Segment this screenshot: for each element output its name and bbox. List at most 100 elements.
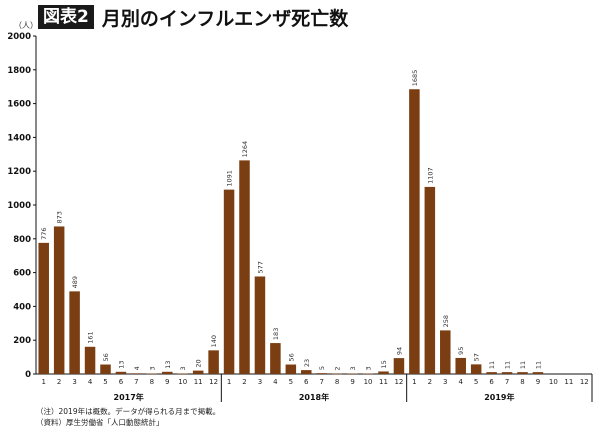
data-label: 4 <box>133 366 141 370</box>
y-tick-label: 1000 <box>7 201 31 211</box>
year-label: 2017年 <box>114 392 144 402</box>
data-label: 2 <box>334 367 342 371</box>
y-unit-label: （人） <box>14 21 38 30</box>
month-label: 11 <box>379 378 388 386</box>
note-line: （注）2019年は概数。データが得られる月まで掲載。 <box>36 407 221 416</box>
data-label: 161 <box>87 331 95 343</box>
chart-header: 図表2 月別のインフルエンザ死亡数 <box>38 4 348 30</box>
bar <box>470 364 482 374</box>
y-tick-label: 0 <box>25 370 31 380</box>
month-label: 7 <box>134 378 138 386</box>
bar <box>285 364 297 374</box>
data-label: 776 <box>40 227 48 239</box>
month-label: 3 <box>72 378 76 386</box>
month-label: 4 <box>88 378 93 386</box>
month-label: 10 <box>549 378 558 386</box>
bar <box>331 373 343 375</box>
bar <box>517 372 528 374</box>
y-tick-label: 800 <box>13 235 31 245</box>
data-label: 3 <box>349 366 357 370</box>
month-label: 9 <box>350 378 354 386</box>
bar <box>440 330 451 374</box>
month-label: 5 <box>103 378 107 386</box>
data-label: 5 <box>318 366 326 370</box>
y-tick-label: 1800 <box>7 66 31 76</box>
bar <box>486 372 497 374</box>
month-label: 11 <box>564 378 573 386</box>
data-label: 183 <box>272 328 280 340</box>
data-label: 3 <box>148 366 156 370</box>
y-tick-label: 600 <box>13 269 31 279</box>
bar <box>393 358 405 374</box>
month-label: 6 <box>119 378 124 386</box>
month-label: 1 <box>227 378 231 386</box>
y-tick-label: 200 <box>13 336 31 346</box>
month-label: 2 <box>57 378 61 386</box>
bar <box>501 372 513 374</box>
data-label: 56 <box>102 353 110 361</box>
data-label: 1091 <box>226 170 234 187</box>
data-label: 56 <box>287 353 295 361</box>
month-label: 12 <box>394 378 403 386</box>
data-label: 11 <box>534 361 542 369</box>
bar <box>38 242 49 374</box>
month-label: 8 <box>520 378 524 386</box>
bar <box>301 370 312 374</box>
bar <box>84 346 96 374</box>
data-label: 15 <box>380 360 388 368</box>
month-label: 11 <box>194 378 203 386</box>
month-label: 12 <box>209 378 218 386</box>
month-label: 12 <box>580 378 589 386</box>
month-label: 5 <box>289 378 293 386</box>
bar <box>69 291 80 374</box>
chart-notes: （注）2019年は概数。データが得られる月まで掲載。 （資料）厚生労働省「人口動… <box>36 406 220 428</box>
data-label: 13 <box>117 361 125 369</box>
data-label: 94 <box>395 347 403 355</box>
data-label: 3 <box>365 366 373 370</box>
bar <box>532 372 544 374</box>
month-label: 6 <box>304 378 309 386</box>
bar <box>192 370 204 374</box>
month-label: 9 <box>536 378 540 386</box>
year-label: 2019年 <box>484 392 514 402</box>
bar <box>100 364 111 374</box>
bar <box>223 189 235 374</box>
bar <box>177 373 188 375</box>
bar <box>131 373 142 374</box>
data-label: 577 <box>256 261 264 273</box>
bar <box>254 276 266 374</box>
data-label: 20 <box>195 359 203 367</box>
month-label: 5 <box>474 378 478 386</box>
month-label: 9 <box>165 378 169 386</box>
data-label: 873 <box>56 211 64 223</box>
y-tick-label: 400 <box>13 302 31 312</box>
month-label: 4 <box>273 378 278 386</box>
data-label: 13 <box>164 361 172 369</box>
month-label: 7 <box>319 378 323 386</box>
month-label: 1 <box>41 378 45 386</box>
bar <box>162 371 173 374</box>
month-label: 4 <box>458 378 463 386</box>
y-tick-label: 1400 <box>7 133 31 143</box>
data-label: 95 <box>457 347 465 355</box>
bar <box>239 160 250 374</box>
bar <box>378 371 389 374</box>
bar <box>316 373 327 374</box>
source-line: （資料）厚生労働省「人口動態統計」 <box>36 418 164 427</box>
data-label: 11 <box>519 361 527 369</box>
data-label: 1685 <box>411 70 419 87</box>
bar <box>409 89 420 375</box>
month-label: 10 <box>364 378 373 386</box>
month-label: 7 <box>505 378 509 386</box>
bar <box>208 350 219 374</box>
data-label: 57 <box>473 353 481 361</box>
month-label: 1 <box>412 378 416 386</box>
data-label: 11 <box>488 361 496 369</box>
data-label: 1107 <box>426 167 434 184</box>
data-label: 11 <box>504 361 512 369</box>
bar <box>146 373 158 375</box>
bar-chart: 0200400600800100012001400160018002000776… <box>7 32 593 402</box>
bar <box>424 186 436 374</box>
data-label: 258 <box>442 315 450 327</box>
month-label: 10 <box>178 378 187 386</box>
